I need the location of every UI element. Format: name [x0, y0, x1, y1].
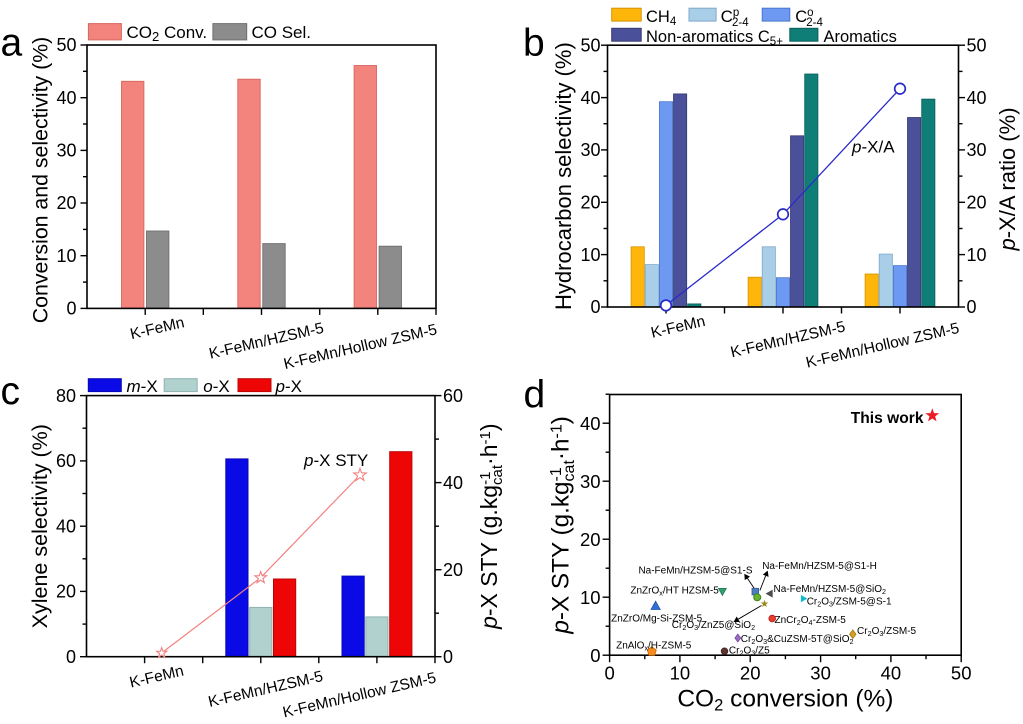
svg-text:50: 50: [967, 35, 987, 55]
svg-text:p-X/A: p-X/A: [851, 137, 895, 156]
svg-text:m-X: m-X: [127, 377, 158, 396]
svg-text:ZnZrO/Mg-Si-ZSM-5: ZnZrO/Mg-Si-ZSM-5: [611, 614, 703, 625]
svg-text:60: 60: [443, 386, 463, 406]
svg-text:0: 0: [66, 299, 76, 319]
svg-text:p-X STY (g.kg-1cat​·h-1​): p-X STY (g.kg-1cat​·h-1​): [476, 423, 506, 629]
svg-text:10: 10: [580, 245, 600, 265]
svg-text:10: 10: [580, 587, 601, 608]
svg-text:c: c: [1, 370, 21, 413]
svg-text:Na-FeMn/HZSM-5@S1-S: Na-FeMn/HZSM-5@S1-S: [638, 566, 752, 577]
svg-text:80: 80: [56, 386, 76, 406]
svg-text:60: 60: [56, 451, 76, 471]
svg-text:ZnZrOx​/HT HZSM-5: ZnZrOx​/HT HZSM-5: [630, 586, 719, 598]
svg-text:p-X STY (g.kg-1cat​·h-1​): p-X STY (g.kg-1cat​·h-1​): [548, 416, 579, 634]
svg-text:50: 50: [951, 662, 972, 683]
svg-text:30: 30: [967, 140, 987, 160]
svg-text:o-X: o-X: [203, 377, 229, 396]
svg-text:p-X/A ratio (%): p-X/A ratio (%): [995, 107, 1020, 251]
svg-text:0: 0: [590, 297, 600, 317]
svg-text:CO Sel.: CO Sel.: [252, 23, 312, 42]
svg-text:40: 40: [443, 473, 463, 493]
svg-text:40: 40: [967, 88, 987, 108]
svg-text:Cr2​O3​/ZSM-5: Cr2​O3​/ZSM-5: [857, 626, 917, 638]
svg-text:p-X: p-X: [275, 377, 302, 396]
svg-text:20: 20: [740, 662, 761, 683]
svg-text:0: 0: [443, 647, 453, 667]
svg-text:40: 40: [580, 413, 601, 434]
svg-text:50: 50: [56, 35, 76, 55]
svg-text:50: 50: [580, 35, 600, 55]
svg-text:20: 20: [56, 582, 76, 602]
svg-text:Aromatics: Aromatics: [824, 28, 897, 46]
svg-text:0: 0: [66, 647, 76, 667]
svg-text:0: 0: [590, 645, 600, 666]
svg-text:20: 20: [580, 193, 600, 213]
svg-text:40: 40: [881, 662, 902, 683]
svg-text:CH4​: CH4​: [646, 8, 677, 28]
svg-text:p-X STY: p-X STY: [303, 451, 368, 470]
svg-text:Conversion and selectivity (%): Conversion and selectivity (%): [29, 37, 53, 323]
svg-text:10: 10: [56, 246, 76, 266]
svg-text:30: 30: [580, 471, 601, 492]
svg-text:10: 10: [670, 662, 691, 683]
svg-text:40: 40: [56, 88, 76, 108]
svg-text:Cr2​O3​&CuZSM-5T@SiO2​: Cr2​O3​&CuZSM-5T@SiO2​: [741, 634, 854, 646]
svg-text:40: 40: [56, 516, 76, 536]
svg-text:Cr2​O3​/ZnZ5@SiO2​: Cr2​O3​/ZnZ5@SiO2​: [672, 620, 755, 632]
svg-text:30: 30: [56, 141, 76, 161]
svg-text:20: 20: [580, 529, 601, 550]
svg-text:20: 20: [56, 193, 76, 213]
svg-text:ZnCr2​O4​-ZSM-5: ZnCr2​O4​-ZSM-5: [775, 615, 847, 627]
svg-text:a: a: [1, 22, 23, 65]
svg-text:0: 0: [604, 662, 614, 683]
svg-text:d: d: [524, 374, 546, 417]
svg-text:ZnAlOx​/H-ZSM-5: ZnAlOx​/H-ZSM-5: [616, 641, 692, 653]
svg-text:Na-FeMn/HZSM-5@S1-H: Na-FeMn/HZSM-5@S1-H: [762, 561, 877, 572]
svg-text:Xylene selectivity (%): Xylene selectivity (%): [28, 424, 52, 628]
svg-text:30: 30: [810, 662, 831, 683]
svg-text:0: 0: [967, 297, 977, 317]
svg-text:20: 20: [443, 560, 463, 580]
svg-text:This work: This work: [851, 410, 924, 427]
svg-text:Hydrocarbon selectivity (%): Hydrocarbon selectivity (%): [551, 42, 576, 310]
svg-text:40: 40: [580, 88, 600, 108]
svg-text:b: b: [523, 22, 545, 65]
svg-text:CO2​ Conv.: CO2​ Conv.: [127, 23, 208, 44]
svg-text:CO2​ conversion (%): CO2​ conversion (%): [677, 685, 893, 714]
svg-text:10: 10: [967, 245, 987, 265]
svg-text:Na-FeMn/HZSM-5@SiO2​: Na-FeMn/HZSM-5@SiO2​: [774, 584, 887, 596]
svg-text:Cr2​O3​/Z5: Cr2​O3​/Z5: [729, 646, 770, 658]
svg-text:20: 20: [967, 193, 987, 213]
svg-text:30: 30: [580, 140, 600, 160]
svg-text:Cr2​O3​/ZSM-5@S-1: Cr2​O3​/ZSM-5@S-1: [807, 597, 892, 609]
